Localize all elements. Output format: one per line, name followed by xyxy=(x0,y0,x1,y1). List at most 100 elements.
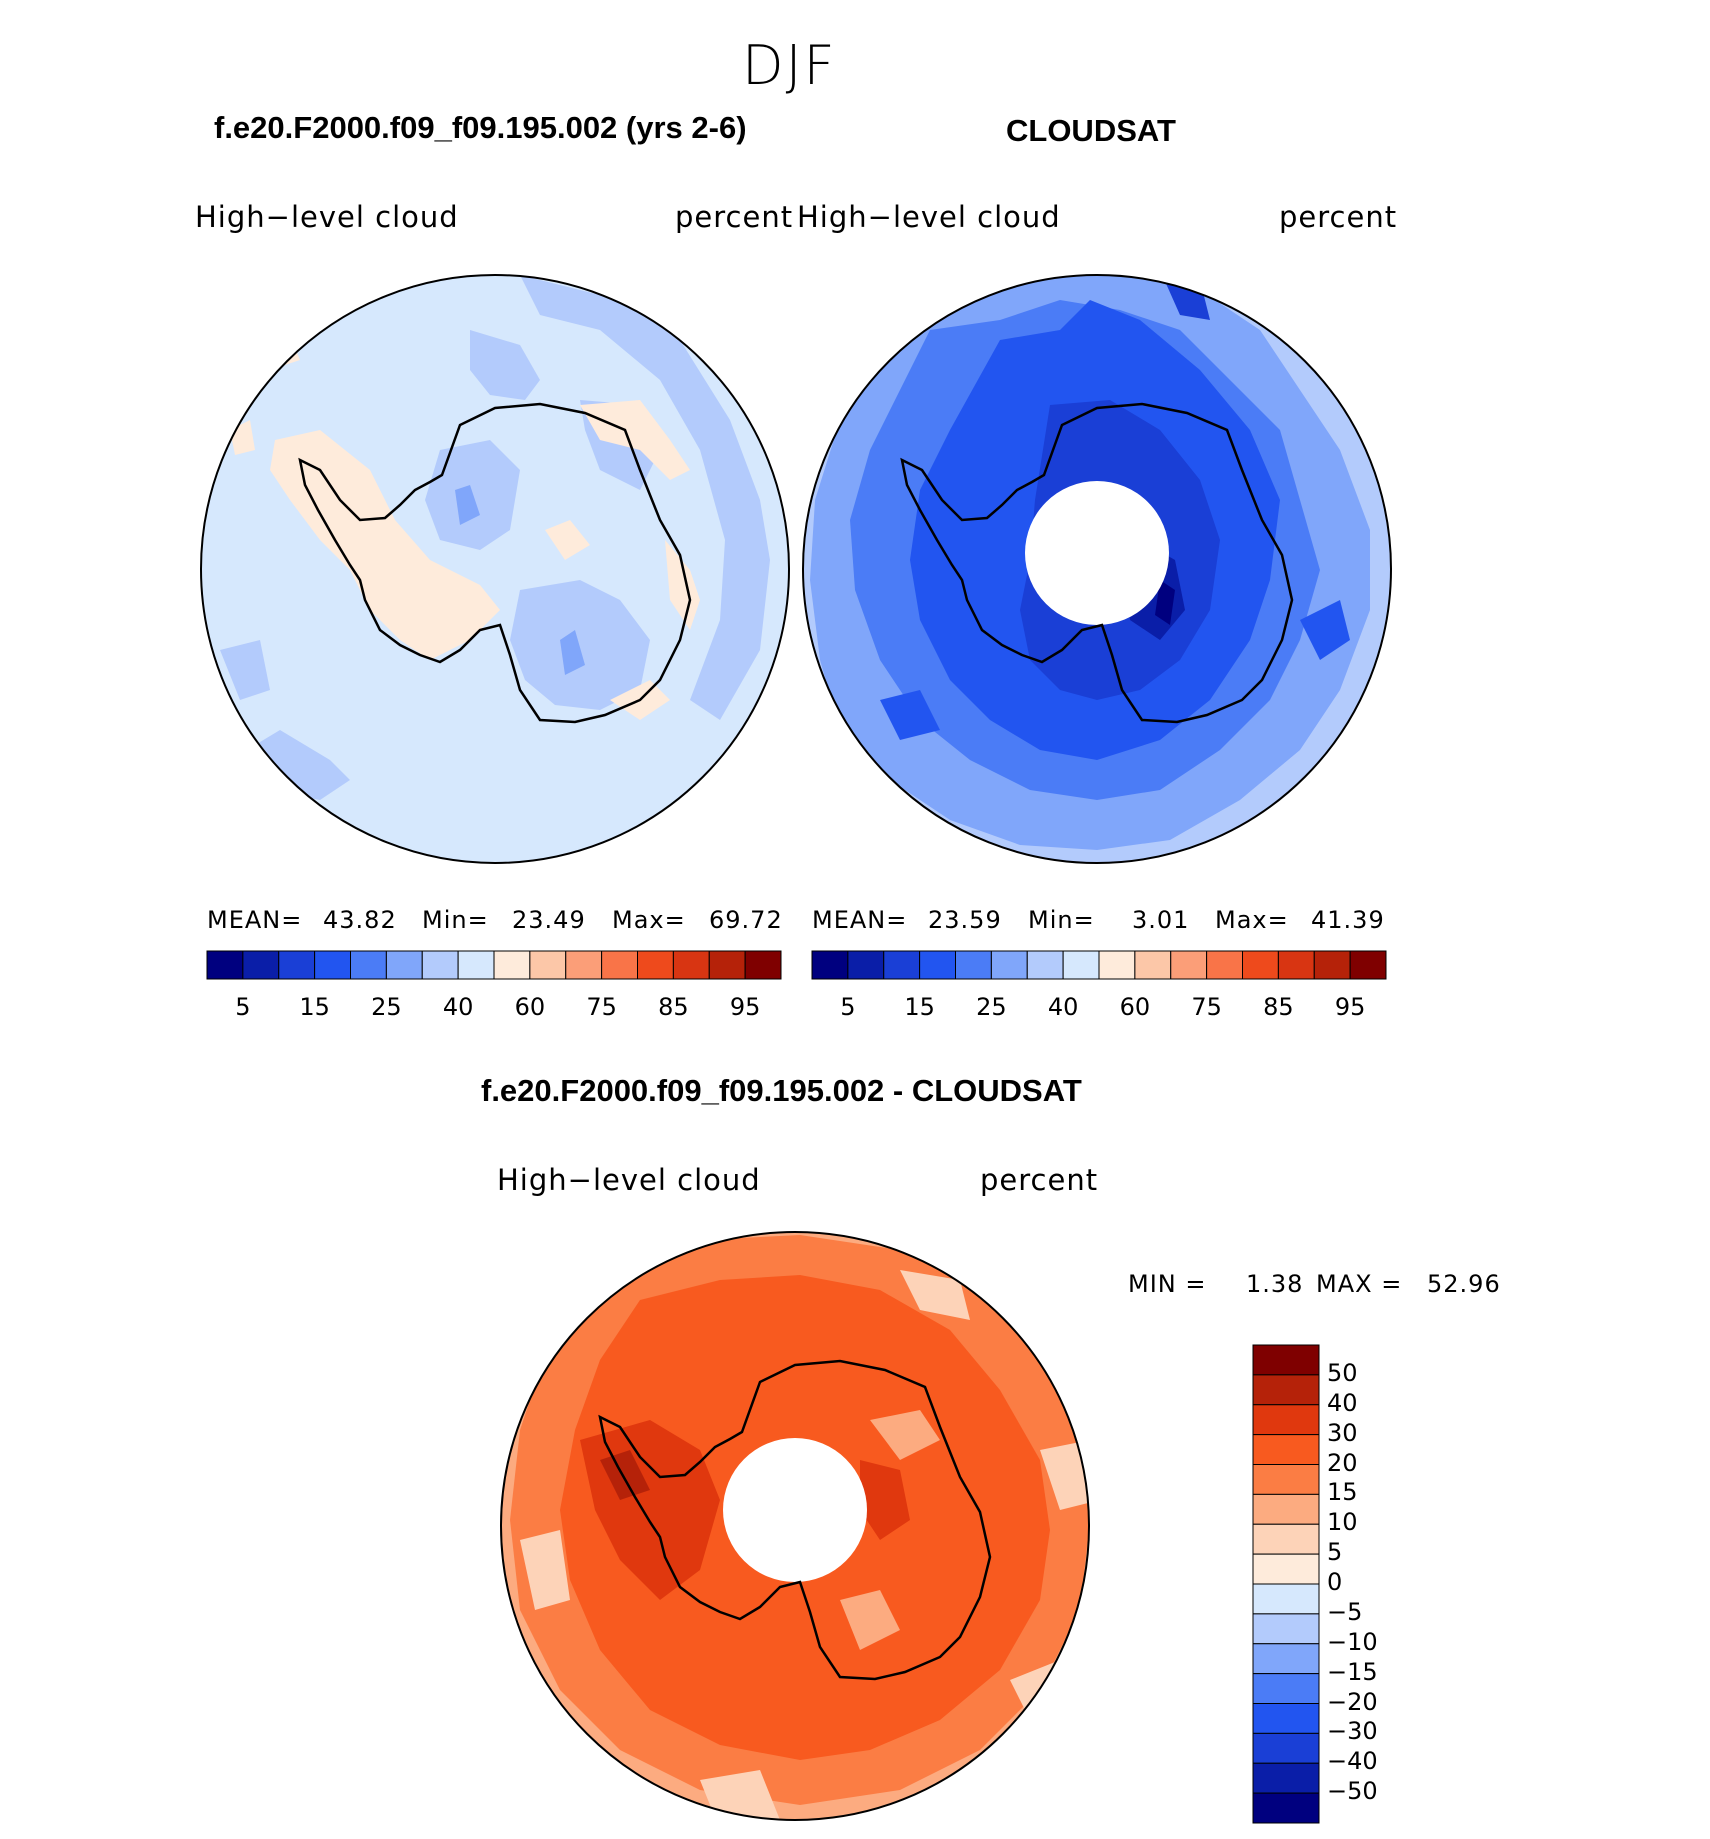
colorbar-tick-label: 85 xyxy=(658,993,689,1021)
colorbar-swatch xyxy=(1349,950,1387,980)
model-panel-title: f.e20.F2000.f09_f09.195.002 (yrs 2-6) xyxy=(214,110,747,145)
colorbar-swatch xyxy=(637,950,674,980)
colorbar-swatch xyxy=(1252,1732,1320,1764)
colorbar-tick-label: 40 xyxy=(1327,1388,1358,1417)
obs-max-value: 41.39 xyxy=(1311,906,1385,934)
colorbar-tick-label: 5 xyxy=(235,993,251,1021)
colorbar-swatch xyxy=(1170,950,1208,980)
diff-min-label: MIN = xyxy=(1128,1270,1207,1298)
obs-min-value: 3.01 xyxy=(1132,906,1190,934)
colorbar-tick-label: 25 xyxy=(371,993,402,1021)
model-variable-label: High−level cloud xyxy=(195,200,459,234)
obs-mean-value: 23.59 xyxy=(928,906,1002,934)
colorbar-swatch xyxy=(314,950,351,980)
colorbar-swatch xyxy=(919,950,956,980)
model-mean-value: 43.82 xyxy=(323,906,397,934)
diff-max-label: MAX = xyxy=(1316,1270,1403,1298)
obs-panel-title: CLOUDSAT xyxy=(1006,113,1176,148)
colorbar-tick-label: 60 xyxy=(1119,993,1151,1021)
colorbar-tick-label: −30 xyxy=(1327,1717,1378,1746)
colorbar-swatch xyxy=(493,950,531,980)
colorbar-tick-label: −40 xyxy=(1327,1747,1378,1776)
colorbar-swatch xyxy=(1252,1792,1320,1824)
colorbar-swatch xyxy=(672,950,710,980)
colorbar-swatch xyxy=(1252,1583,1320,1615)
colorbar-tick-label: 15 xyxy=(1327,1478,1358,1507)
colorbar-swatch xyxy=(1026,950,1064,980)
colorbar-tick-label: 40 xyxy=(442,993,474,1021)
colorbar-swatch xyxy=(529,950,567,980)
model-mean-label: MEAN= xyxy=(207,906,303,934)
colorbar-swatch xyxy=(1098,950,1136,980)
colorbar-swatch xyxy=(1252,1344,1320,1376)
colorbar-tick-label: 75 xyxy=(586,993,617,1021)
colorbar-tick-label: 95 xyxy=(729,993,761,1021)
obs-mean-label: MEAN= xyxy=(812,906,908,934)
colorbar-swatch xyxy=(1252,1374,1320,1406)
colorbar-swatch xyxy=(385,950,423,980)
colorbar-swatch xyxy=(1252,1464,1320,1495)
colorbar-tick-label: 40 xyxy=(1047,993,1079,1021)
diff-max-value: 52.96 xyxy=(1427,1270,1501,1298)
colorbar-tick-label: 5 xyxy=(840,993,856,1021)
colorbar-swatch xyxy=(1252,1643,1320,1675)
colorbar-tick-label: 30 xyxy=(1327,1418,1358,1447)
colorbar-tick-label: 25 xyxy=(976,993,1007,1021)
colorbar-swatch xyxy=(1206,950,1243,980)
colorbar-swatch xyxy=(1252,1493,1320,1525)
diff-panel-title: f.e20.F2000.f09_f09.195.002 - CLOUDSAT xyxy=(481,1073,1082,1108)
colorbar-swatch xyxy=(1252,1673,1320,1704)
colorbar-swatch xyxy=(1252,1404,1320,1436)
colorbar-tick-label: 75 xyxy=(1191,993,1222,1021)
model-units-label: percent xyxy=(675,200,794,234)
colorbar-tick-label: 85 xyxy=(1263,993,1294,1021)
model-min-value: 23.49 xyxy=(512,906,586,934)
colorbar-swatch xyxy=(1062,950,1100,980)
colorbar-swatch xyxy=(1277,950,1315,980)
colorbar-swatch xyxy=(955,950,992,980)
colorbar-swatch xyxy=(242,950,280,980)
colorbar-tick-label: 50 xyxy=(1327,1358,1358,1387)
colorbar-swatch xyxy=(1252,1434,1320,1465)
colorbar-tick-label: 20 xyxy=(1327,1448,1358,1477)
colorbar-tick-label: −20 xyxy=(1327,1687,1378,1716)
colorbar-swatch xyxy=(1242,950,1279,980)
diff-min-value: 1.38 xyxy=(1246,1270,1304,1298)
colorbar-tick-label: 15 xyxy=(904,993,935,1021)
colorbar-swatch xyxy=(601,950,638,980)
page-title: DJF xyxy=(742,34,837,97)
colorbar-swatch xyxy=(847,950,885,980)
colorbar-swatch xyxy=(744,950,782,980)
colorbar-tick-label: 5 xyxy=(1327,1538,1343,1567)
colorbar-swatch xyxy=(708,950,746,980)
colorbar-swatch xyxy=(565,950,603,980)
colorbar-swatch xyxy=(350,950,387,980)
colorbar-swatch xyxy=(1252,1553,1320,1585)
colorbar-tick-label: 95 xyxy=(1334,993,1366,1021)
diff-variable-label: High−level cloud xyxy=(497,1163,761,1197)
colorbar-tick-label: −5 xyxy=(1327,1597,1363,1626)
diff-units-label: percent xyxy=(980,1163,1099,1197)
colorbar-swatch xyxy=(811,950,849,980)
obs-colorbar xyxy=(811,950,1387,980)
colorbar-swatch xyxy=(457,950,495,980)
model-map xyxy=(200,274,790,864)
colorbar-swatch xyxy=(1134,950,1172,980)
obs-map xyxy=(802,274,1392,864)
colorbar-swatch xyxy=(1252,1762,1320,1794)
model-colorbar xyxy=(206,950,782,980)
colorbar-tick-label: 10 xyxy=(1327,1508,1358,1537)
diff-map xyxy=(500,1231,1090,1821)
colorbar-tick-label: −15 xyxy=(1327,1657,1378,1686)
colorbar-swatch xyxy=(421,950,459,980)
model-max-value: 69.72 xyxy=(709,906,783,934)
colorbar-swatch xyxy=(1252,1703,1320,1734)
obs-max-label: Max= xyxy=(1215,906,1289,934)
colorbar-tick-label: 60 xyxy=(514,993,546,1021)
colorbar-swatch xyxy=(883,950,921,980)
colorbar-swatch xyxy=(1252,1613,1320,1645)
colorbar-tick-label: −10 xyxy=(1327,1627,1378,1656)
diff-colorbar xyxy=(1252,1344,1320,1824)
colorbar-tick-label: 0 xyxy=(1327,1568,1343,1596)
